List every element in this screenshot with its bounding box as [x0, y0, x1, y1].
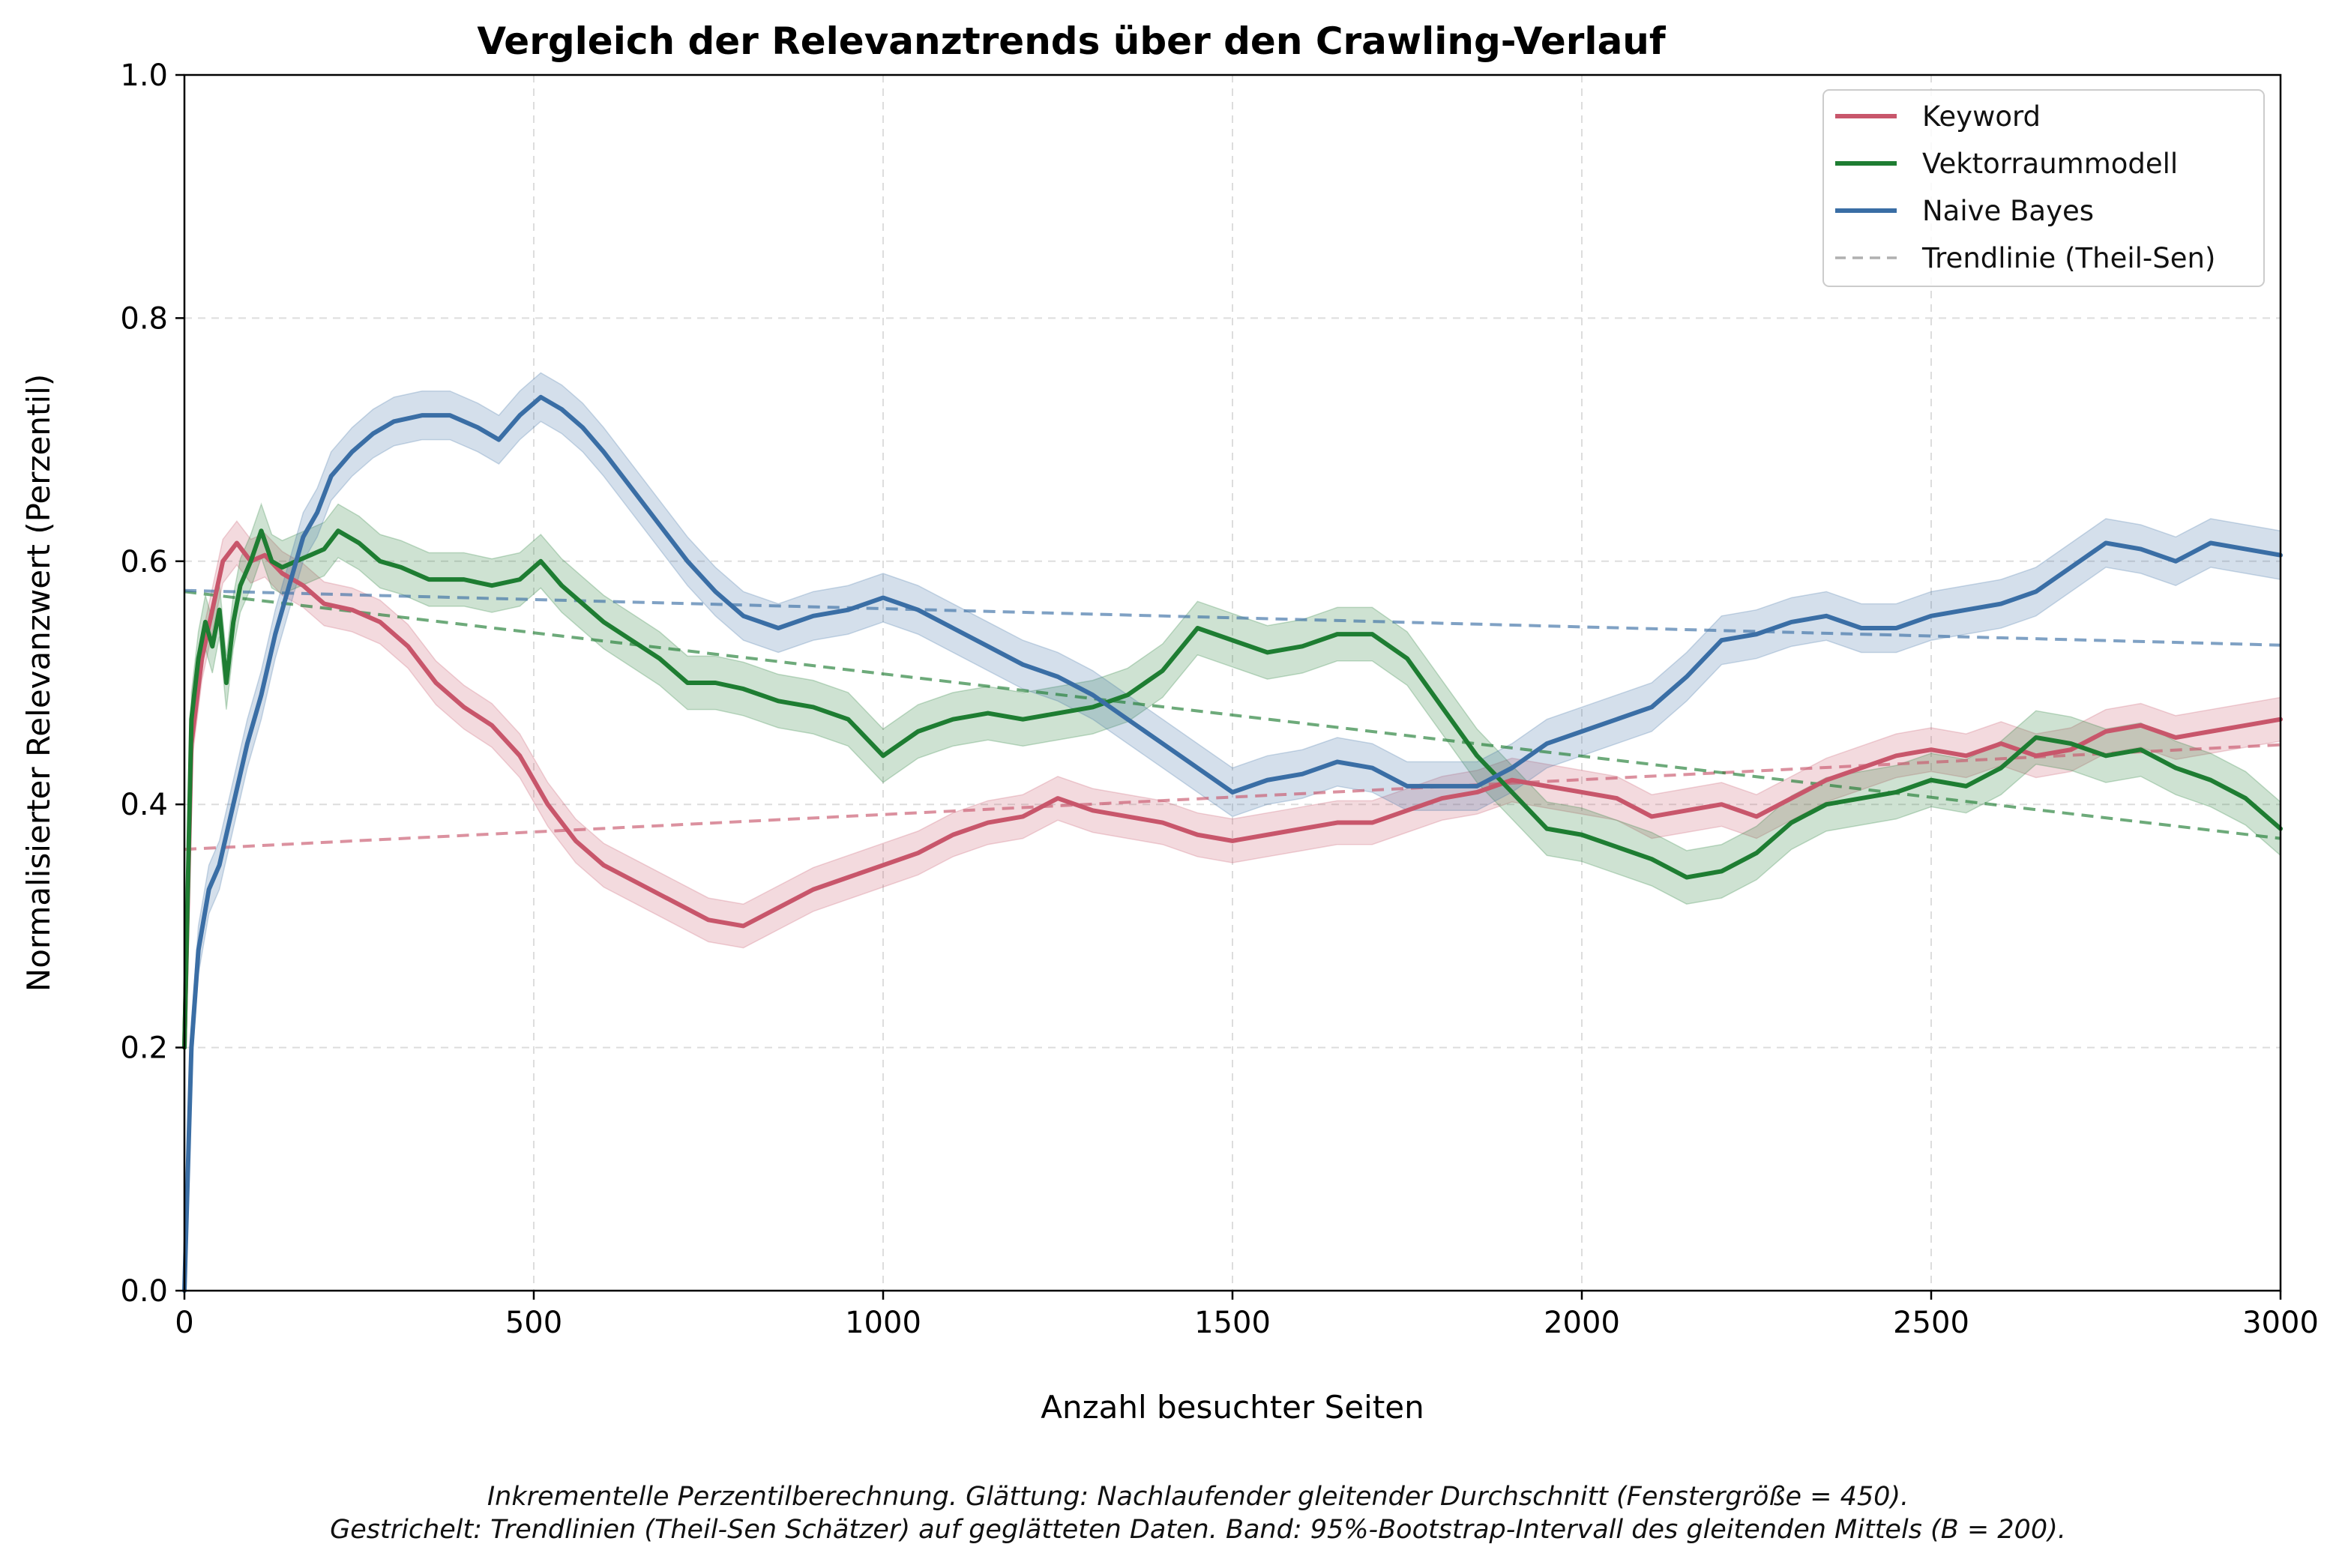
chart-title: Vergleich der Relevanztrends über den Cr…	[477, 19, 1667, 63]
legend-box	[1822, 89, 2265, 287]
x-tick-label: 1000	[845, 1306, 921, 1340]
legend-label-naive-bayes: Naive Bayes	[1922, 195, 2094, 227]
y-tick-label: 0.4	[120, 788, 168, 822]
x-axis-ticks: 0 500 1000 1500 2000 2500 3000	[175, 1291, 2319, 1340]
x-tick-label: 2500	[1893, 1306, 1969, 1340]
caption-line-2: Gestrichelt: Trendlinien (Theil-Sen Schä…	[330, 1515, 2066, 1545]
series-lines	[182, 394, 2283, 1293]
line-keyword	[182, 540, 2283, 1050]
trend-lines	[184, 588, 2281, 851]
x-tick-label: 500	[505, 1306, 562, 1340]
y-axis-label: Normalisierter Relevanzwert (Perzentil)	[20, 374, 57, 992]
y-tick-label: 0.2	[120, 1031, 168, 1066]
y-axis-ticks: 0.0 0.2 0.4 0.6 0.8 1.0	[120, 58, 184, 1309]
legend-label-keyword: Keyword	[1922, 100, 2041, 133]
trend-vektorraummodell	[184, 590, 2281, 840]
line-naive-bayes	[182, 394, 2283, 1293]
caption-line-1: Inkrementelle Perzentilberechnung. Glätt…	[487, 1482, 1909, 1512]
line-vektorraummodell	[182, 528, 2283, 1050]
legend-label-vektorraummodell: Vektorraummodell	[1922, 148, 2178, 180]
x-tick-label: 2000	[1544, 1306, 1620, 1340]
x-tick-label: 0	[175, 1306, 193, 1340]
x-axis-label: Anzahl besuchter Seiten	[1041, 1389, 1424, 1426]
x-tick-label: 3000	[2242, 1306, 2319, 1340]
legend: Keyword Vektorraummodell Naive Bayes Trendl…	[1822, 89, 2265, 287]
y-tick-label: 1.0	[120, 58, 168, 93]
y-tick-label: 0.0	[120, 1274, 168, 1309]
y-tick-label: 0.8	[120, 301, 168, 336]
legend-label-trendlinie-theil-sen: Trendlinie (Theil-Sen)	[1921, 242, 2215, 274]
y-tick-label: 0.6	[120, 545, 168, 579]
x-tick-label: 1500	[1194, 1306, 1271, 1340]
